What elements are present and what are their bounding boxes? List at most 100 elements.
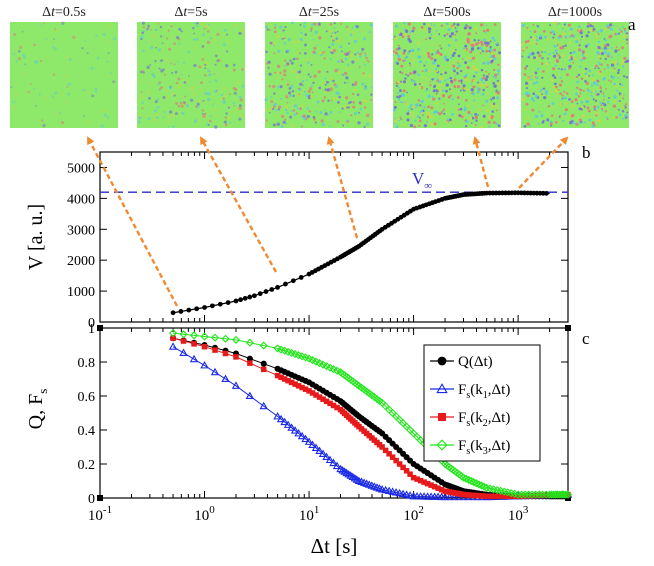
particle-dot [142,29,146,33]
particle-dot [15,59,18,63]
particle-dot [291,69,295,73]
data-point-k1 [311,443,321,451]
data-point-k2 [306,388,312,394]
particle-dot [456,96,460,99]
particle-dot [593,105,597,109]
particle-dot [409,123,414,128]
particle-dot [537,87,540,90]
particle-dot [330,49,334,52]
particle-dot [349,103,351,106]
y-tick-label: 5000 [67,161,95,176]
particle-dot [147,117,151,120]
particle-dot [394,101,397,104]
particle-dot [396,95,399,99]
particle-dot [552,51,555,54]
particle-dot [603,37,606,40]
particle-dot [399,71,402,73]
particle-dot [559,77,562,80]
particle-dot [415,103,419,107]
particle-dot [625,59,630,63]
particle-dot [224,123,228,127]
particle-dot [609,34,613,38]
particle-dot [175,81,179,85]
snapshot-0: Δt=0.5s [10,5,118,128]
y-axis-label: V [a. u.] [25,204,47,270]
data-point-k2 [292,381,298,387]
particle-dot [595,119,598,122]
particle-dot [603,50,607,54]
particle-dot [532,99,536,102]
particle-dot [223,94,227,98]
particle-dot [336,30,339,33]
particle-dot [578,25,581,29]
particle-dot [602,92,605,95]
particle-dot [305,79,308,82]
particle-dot [578,44,581,47]
snapshot-2: Δt=25s [264,5,373,128]
particle-dot [314,121,318,124]
particle-dot [597,67,600,70]
particle-dot [412,115,415,118]
particle-dot [190,98,194,102]
data-point-k1 [325,455,335,464]
particle-dot [621,59,624,63]
particle-dot [532,24,535,26]
particle-dot [356,116,360,119]
particle-dot [313,46,317,50]
particle-dot [587,109,591,113]
particle-dot [597,40,601,44]
particle-dot [24,73,27,76]
particle-dot [299,82,303,86]
particle-dot [623,30,627,33]
particle-dot [555,52,558,55]
particle-dot [522,47,526,51]
particle-dot [623,94,625,96]
particle-dot [622,97,625,100]
particle-dot [423,106,426,109]
particle-dot [395,47,398,51]
particle-dot [187,50,190,54]
particle-dot [462,47,465,50]
particle-dot [354,38,357,41]
particle-dot [528,81,532,84]
particle-dot [600,63,603,66]
particle-dot [303,21,306,25]
particle-dot [536,51,540,55]
particle-dot [214,63,217,66]
particle-dot [348,50,351,53]
data-point-k2 [274,372,281,379]
particle-dot [523,73,527,76]
particle-dot [557,36,559,39]
particle-dot [454,75,457,77]
particle-dot [538,54,542,58]
particle-dot [319,68,321,71]
particle-dot [582,56,586,60]
particle-dot [596,92,600,96]
particle-dot [535,81,539,84]
particle-dot [621,26,624,29]
particle-dot [222,100,226,104]
particle-dot [543,50,547,54]
particle-dot [178,42,181,45]
particle-dot [449,94,452,97]
particle-dot [176,61,179,63]
particle-dot [333,22,336,25]
particle-dot [474,102,476,104]
particle-dot [529,36,533,39]
particle-dot [223,28,227,32]
particle-dot [575,39,579,44]
particle-dot [265,50,268,54]
particle-dot [587,22,590,25]
particle-dot [559,46,563,50]
particle-dot [368,30,372,34]
particle-dot [201,54,204,58]
particle-dot [459,89,462,92]
particle-dot [194,105,198,108]
particle-dot [282,120,286,125]
particle-dot [597,102,600,105]
particle-dot [587,46,590,48]
particle-dot [305,94,309,97]
particle-dot [481,83,485,86]
particle-dot [110,42,113,44]
